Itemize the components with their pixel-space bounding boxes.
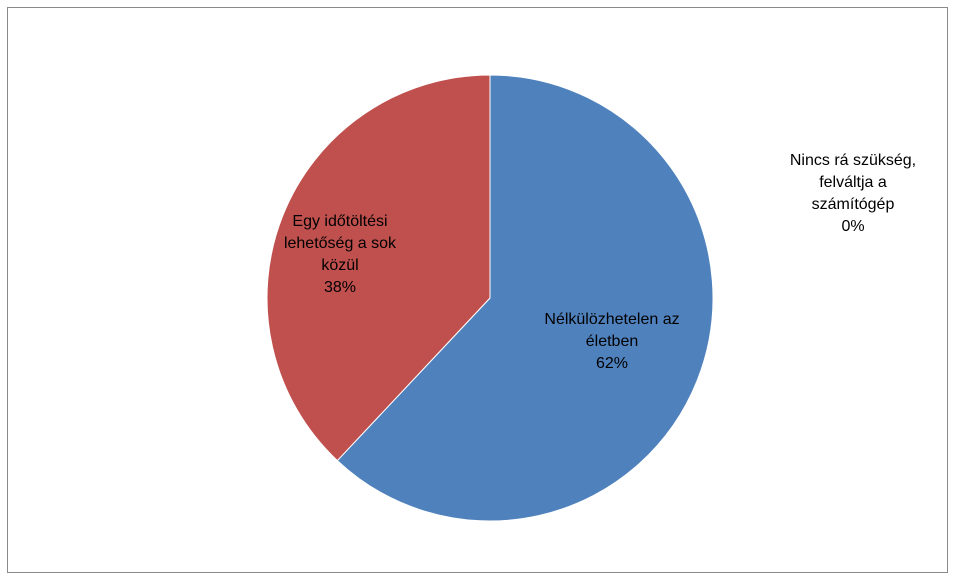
- slice-category-label: felváltja a: [819, 174, 887, 191]
- slice-percent-label: 0%: [841, 218, 864, 235]
- slice-category-label: Nélkülözhetelen az: [544, 311, 679, 328]
- slice-data-label: Nélkülözhetelen az életben 62%: [544, 311, 679, 372]
- slice-percent-label: 38%: [324, 279, 356, 296]
- slice-data-label: Nincs rá szükség, felváltja a számítógép 0%: [790, 152, 916, 235]
- pie-slice: [336, 74, 714, 522]
- slice-category-label: Egy időtöltési: [292, 213, 387, 230]
- pie-slice: [266, 74, 491, 462]
- slice-category-label: számítógép: [812, 196, 895, 213]
- slice-category-label: közül: [321, 257, 358, 274]
- slice-category-label: Nincs rá szükség,: [790, 152, 916, 169]
- slice-data-label: Egy időtöltési lehetőség a sok közül 38%: [284, 213, 397, 296]
- slice-category-label: lehetőség a sok: [284, 235, 397, 252]
- slice-percent-label: 62%: [596, 355, 628, 372]
- slice-category-label: életben: [586, 333, 639, 350]
